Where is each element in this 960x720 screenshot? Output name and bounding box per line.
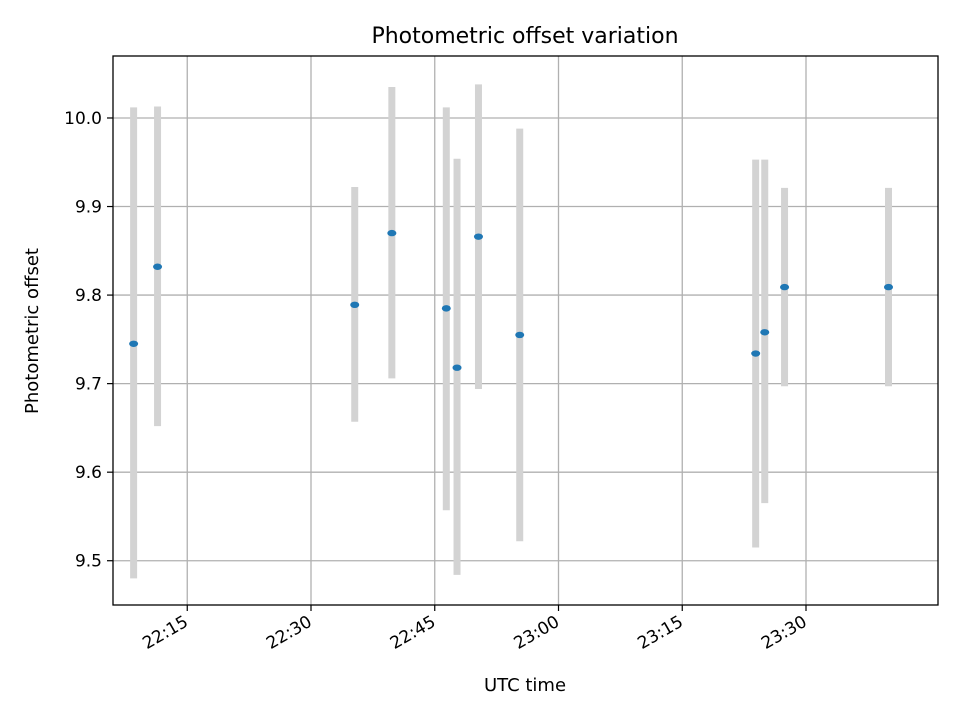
data-point bbox=[452, 364, 462, 371]
data-point bbox=[387, 229, 397, 237]
y-tick-label: 9.9 bbox=[75, 198, 102, 218]
data-point bbox=[760, 329, 770, 336]
data-point bbox=[350, 301, 360, 309]
data-point bbox=[780, 283, 790, 291]
data-point bbox=[751, 350, 761, 357]
data-point bbox=[129, 340, 139, 347]
data-point bbox=[515, 331, 525, 339]
plot-frame bbox=[112, 55, 939, 606]
y-tick-label: 9.8 bbox=[75, 286, 102, 306]
x-axis-label: UTC time bbox=[484, 675, 566, 696]
y-tick-label: 9.5 bbox=[75, 552, 102, 572]
y-axis-label: Photometric offset bbox=[22, 248, 43, 414]
y-axis: 9.5 9.6 9.7 9.8 9.9 10.0 bbox=[64, 109, 113, 572]
chart-title: Photometric offset variation bbox=[371, 24, 678, 49]
data-points bbox=[129, 229, 893, 371]
y-tick-label: 9.6 bbox=[75, 463, 102, 483]
data-point bbox=[441, 305, 451, 312]
y-tick-label: 9.7 bbox=[75, 375, 102, 395]
data-point bbox=[473, 233, 483, 240]
grid bbox=[113, 56, 938, 605]
data-point bbox=[153, 263, 163, 270]
y-tick-label: 10.0 bbox=[64, 109, 102, 129]
data-point bbox=[884, 283, 893, 291]
